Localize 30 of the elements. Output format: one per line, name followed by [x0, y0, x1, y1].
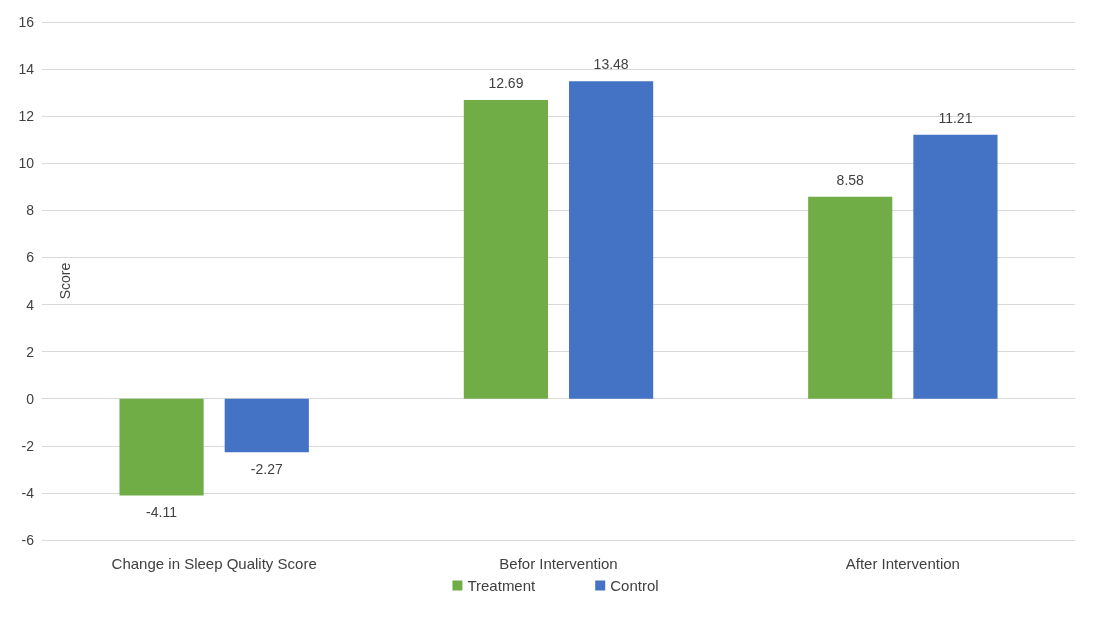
y-tick-label: 0	[26, 390, 35, 407]
y-tick-label: -6	[21, 532, 35, 548]
bar	[913, 134, 998, 399]
y-tick-label: 2	[26, 343, 35, 360]
x-tick-label: Befor Intervention	[499, 555, 618, 572]
y-tick-label: -4	[21, 484, 35, 501]
data-label: -2.27	[250, 461, 283, 478]
bar	[808, 196, 893, 399]
y-tick-label: 14	[18, 61, 35, 78]
bar	[463, 99, 548, 399]
y-tick-label: 6	[26, 249, 35, 266]
bar	[119, 398, 204, 496]
y-tick-label: 12	[18, 108, 35, 125]
y-tick-label: 4	[26, 296, 35, 313]
data-label: 13.48	[593, 56, 629, 73]
x-tick-label: Change in Sleep Quality Score	[111, 555, 317, 572]
bar	[224, 398, 309, 453]
data-label: 8.58	[836, 171, 865, 188]
y-tick-label: 10	[18, 155, 35, 172]
data-label: 11.21	[938, 109, 973, 126]
y-tick-label: 16	[18, 14, 35, 30]
y-tick-label: 8	[26, 202, 35, 219]
bar	[569, 81, 654, 399]
y-axis-title: Score	[57, 262, 73, 300]
legend-label: Control	[610, 577, 659, 594]
legend-label: Treatment	[467, 577, 537, 594]
data-label: 12.69	[488, 74, 524, 91]
data-label: -4.11	[146, 504, 178, 521]
x-tick-label: After Intervention	[845, 555, 960, 572]
y-tick-label: -2	[21, 437, 35, 454]
